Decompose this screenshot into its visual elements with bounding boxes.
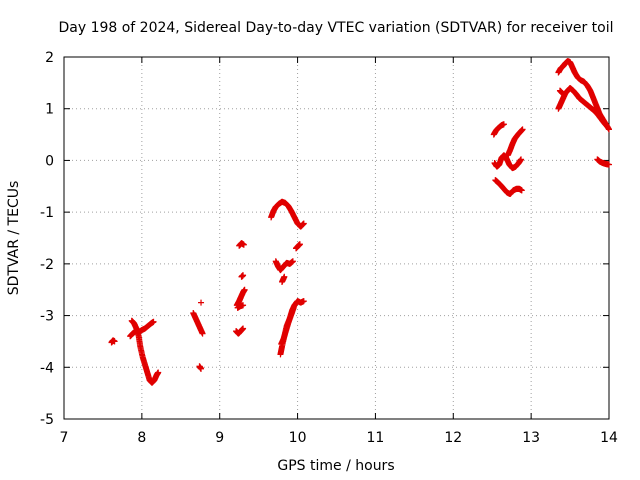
data-point (604, 123, 611, 130)
x-tick-label: 12 (444, 430, 462, 446)
data-point (198, 365, 205, 372)
y-tick-label: -4 (40, 360, 54, 376)
data-point (518, 156, 525, 163)
plot-frame (63, 56, 610, 420)
y-tick-label: -5 (40, 412, 54, 428)
data-point (518, 187, 525, 194)
data-point (240, 272, 247, 279)
data-point (240, 325, 247, 332)
data-point (290, 304, 297, 311)
data-point (155, 369, 162, 376)
x-axis-label: GPS time / hours (277, 458, 394, 474)
y-tick-label: 2 (45, 50, 54, 66)
chart-title: Day 198 of 2024, Sidereal Day-to-day VTE… (58, 20, 613, 36)
y-tick-label: -3 (40, 309, 54, 325)
data-point (240, 241, 247, 248)
x-tick-label: 13 (522, 430, 540, 446)
data-point (606, 161, 612, 168)
x-tick-label: 11 (367, 430, 385, 446)
points-layer (108, 58, 612, 386)
data-point (300, 220, 307, 227)
x-tick-label: 8 (137, 430, 146, 446)
x-tick-label: 9 (215, 430, 224, 446)
y-axis-label: SDTVAR / TECUs (6, 181, 22, 296)
data-point (289, 258, 296, 265)
x-tick-label: 10 (289, 430, 307, 446)
data-point (296, 241, 303, 248)
grid-layer (64, 57, 609, 419)
data-point (559, 90, 566, 97)
y-tick-label: 1 (45, 102, 54, 118)
data-point (241, 286, 248, 293)
data-point (281, 273, 288, 280)
data-point (500, 121, 507, 128)
y-tick-label: -1 (40, 205, 54, 221)
data-point (300, 298, 307, 305)
data-point (111, 338, 118, 345)
data-point (150, 318, 157, 325)
data-point (519, 126, 526, 133)
y-tick-label: 0 (45, 153, 54, 169)
data-point (199, 330, 206, 337)
data-point (198, 299, 205, 306)
x-tick-label: 14 (600, 430, 618, 446)
y-tick-label: -2 (40, 257, 54, 273)
data-point (240, 302, 247, 309)
x-tick-label: 7 (60, 430, 69, 446)
